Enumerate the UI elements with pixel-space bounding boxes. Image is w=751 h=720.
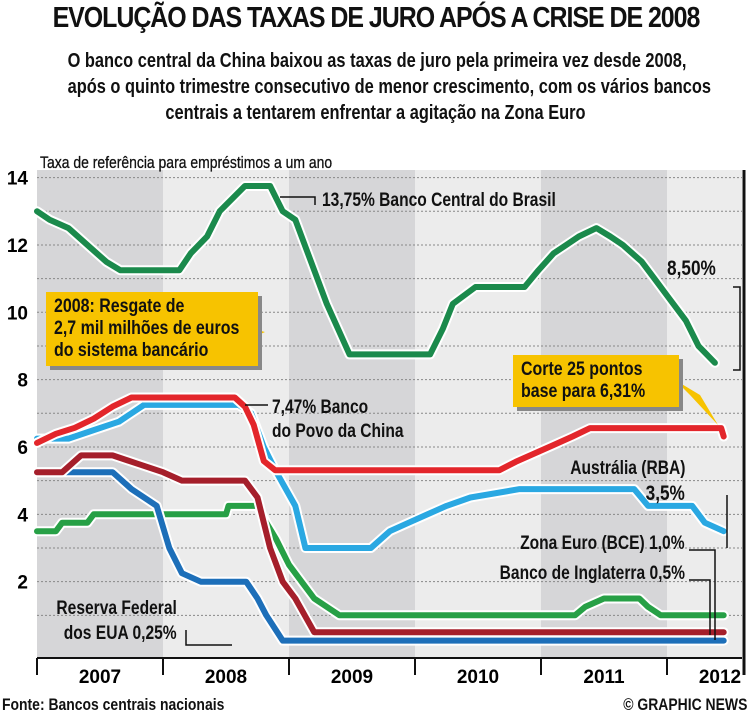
x-tick-label: 2009 [331,667,373,688]
series-line-banco-central-do-brasil [34,183,718,366]
label-china-2: do Povo da China [272,421,404,442]
y-tick-label: 2 [17,573,28,594]
series-line-banco-de-inglaterra [34,452,727,636]
label-china-1: 7,47% Banco [272,397,369,418]
y-tick-label: 12 [7,236,28,257]
credit: © GRAPHIC NEWS [622,695,747,714]
y-tick-label: 6 [17,438,28,459]
subtitle-line-3: centrais a tentarem enfrentar a agitação… [165,102,586,124]
label-uk: Banco de Inglaterra 0,5% [500,563,685,585]
label-brazil-end: 8,50% [667,257,716,280]
leader-fed [185,630,232,646]
callout-cut-line-2: base para 6,31% [521,381,646,402]
label-australia-1: Austrália (RBA) [569,458,685,479]
x-tick-label: 2007 [79,667,121,688]
leader-ecb [689,549,716,640]
x-tick-label: 2011 [583,667,625,688]
series-line-austr-lia-rba- [34,401,727,551]
leader-uk [689,579,711,635]
subtitle-line-1: O banco central da China baixou as taxas… [67,50,687,72]
series-line-reserva-federal-dos-eua [34,469,727,644]
label-fed-name: dos EUA [64,623,133,644]
y-tick-label: 14 [7,169,29,190]
x-tick-label: 2008 [205,667,247,688]
callout-china-cut: Corte 25 pontos base para 6,31% [513,355,679,407]
y-tick-label: 8 [17,371,28,392]
label-uk-name: Banco de Inglaterra [499,563,650,584]
label-fed-1: Reserva Federal [56,598,177,619]
label-australia-2: 3,5% [645,482,685,505]
label-ecb: Zona Euro (BCE) 1,0% [520,533,685,554]
callout-2008-line-2: 2,7 mil milhões de euros [54,318,240,339]
x-tick-label: 2012 [699,667,741,688]
label-uk-value: 0,5% [649,563,685,584]
source-note: Fonte: Bancos centrais nacionais [2,695,225,714]
leader-brazil-end [733,286,741,371]
chart-title: EVOLUÇÃO DAS TAXAS DE JURO APÓS A CRISE … [52,2,701,34]
subtitle-line-2: após o quinto trimestre consecutivo de m… [67,76,712,98]
x-tick-label: 2010 [457,667,499,688]
callout-2008-bailout: 2008: Resgate de 2,7 mil milhões de euro… [46,292,258,366]
callout-cut-line-1: Corte 25 pontos [521,359,643,380]
callout-2008-line-3: do sistema bancário [54,340,209,361]
series-line-zona-euro-bce- [34,502,727,619]
y-axis-label: Taxa de referência para empréstimos a um… [40,153,333,172]
label-brazil: 13,75% Banco Central do Brasil [322,190,556,211]
series-line-banco-do-povo-da-china [34,394,727,474]
callout-2008-line-1: 2008: Resgate de [54,296,185,317]
y-tick-label: 10 [7,303,28,324]
y-tick-label: 4 [17,505,28,526]
label-fed-2: dos EUA 0,25% [64,623,177,645]
leader-brazil [280,196,316,205]
label-fed-value: 0,25% [132,623,177,644]
